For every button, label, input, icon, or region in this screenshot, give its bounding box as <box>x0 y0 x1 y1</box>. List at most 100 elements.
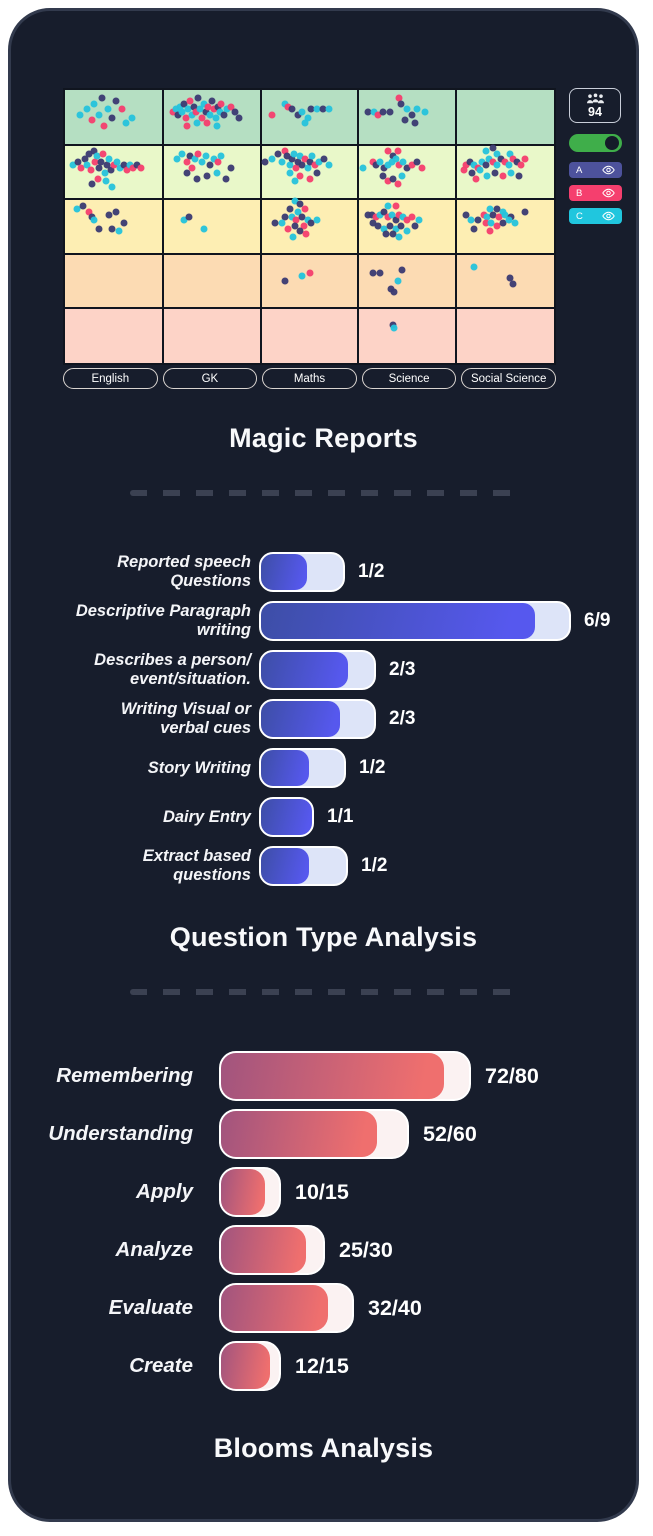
data-point-a <box>306 158 313 166</box>
data-point-c <box>415 216 423 224</box>
data-point-b <box>77 164 85 172</box>
bar-fill <box>261 701 341 737</box>
data-point-b <box>292 216 300 224</box>
bar-row: Analyze 25/30 <box>11 1225 636 1275</box>
data-point-c <box>216 108 224 116</box>
subject-button-social-science[interactable]: Social Science <box>461 368 556 389</box>
data-point-c <box>308 152 316 160</box>
data-point-b <box>300 222 308 230</box>
data-point-b <box>460 166 468 174</box>
data-point-b <box>384 147 392 155</box>
data-point-c <box>421 108 429 116</box>
data-point-c <box>298 272 306 280</box>
dashed-divider <box>129 490 518 496</box>
data-point-b <box>137 164 145 172</box>
bar-value: 1/1 <box>327 806 354 827</box>
data-point-a <box>379 108 387 116</box>
bar-value: 1/2 <box>361 855 388 876</box>
data-point-a <box>108 114 116 122</box>
data-point-c <box>301 119 309 127</box>
data-point-b <box>517 161 525 169</box>
data-point-a <box>462 211 470 219</box>
bar-row: Understanding 52/60 <box>11 1109 636 1159</box>
bar-row: Dairy Entry 1/1 <box>11 797 636 837</box>
data-point-c <box>394 277 402 285</box>
data-point-c <box>296 152 304 160</box>
data-point-b <box>493 222 501 230</box>
data-point-a <box>386 222 394 230</box>
bar-fill <box>221 1053 445 1099</box>
bar-value: 32/40 <box>368 1295 422 1320</box>
data-point-c <box>390 324 398 332</box>
chart-toggle-switch[interactable] <box>569 134 622 152</box>
bar-row: Descriptive Paragraph writing 6/9 <box>11 601 636 641</box>
data-point-a <box>296 200 304 208</box>
people-icon <box>586 93 604 104</box>
grid-line <box>65 143 554 146</box>
data-point-c <box>483 213 491 221</box>
data-point-c <box>69 161 77 169</box>
data-point-b <box>301 155 309 163</box>
data-point-a <box>291 222 299 230</box>
subject-button-gk[interactable]: GK <box>162 368 258 389</box>
data-point-c <box>102 177 110 185</box>
data-point-a <box>389 230 397 238</box>
bar-label: Create <box>129 1354 193 1377</box>
data-point-a <box>313 169 321 177</box>
subject-button-science[interactable]: Science <box>361 368 457 389</box>
data-point-a <box>411 222 419 230</box>
data-point-c <box>122 119 130 127</box>
data-point-c <box>93 152 101 160</box>
subject-button-english[interactable]: English <box>63 368 158 389</box>
data-point-c <box>483 172 491 180</box>
data-point-c <box>90 216 98 224</box>
eye-icon[interactable] <box>602 188 615 198</box>
data-point-c <box>90 100 98 108</box>
data-point-c <box>486 205 494 213</box>
toggle-knob <box>605 136 619 150</box>
bar-track <box>219 1167 281 1217</box>
data-point-c <box>268 155 276 163</box>
data-point-a <box>411 119 419 127</box>
legend-pill-a[interactable]: A <box>569 162 622 178</box>
bar-track <box>219 1225 325 1275</box>
data-point-c <box>395 233 403 241</box>
data-point-c <box>315 158 323 166</box>
eye-icon[interactable] <box>602 211 615 221</box>
data-point-a <box>120 161 128 169</box>
score-band <box>65 199 554 254</box>
bar-track <box>259 601 571 641</box>
data-point-a <box>88 180 96 188</box>
data-point-b <box>395 211 403 219</box>
data-point-a <box>208 97 216 105</box>
bar-track <box>219 1109 409 1159</box>
students-count-badge[interactable]: 94 <box>569 88 621 123</box>
data-point-c <box>298 108 306 116</box>
legend-label: C <box>576 210 583 222</box>
bar-value: 25/30 <box>339 1237 393 1262</box>
data-point-b <box>499 172 507 180</box>
bar-row: Describes a person/ event/situation. 2/3 <box>11 650 636 690</box>
bar-track <box>259 846 348 886</box>
legend-pill-c[interactable]: C <box>569 208 622 224</box>
bar-track <box>219 1341 281 1391</box>
data-point-a <box>112 208 120 216</box>
data-point-c <box>487 219 495 227</box>
data-point-b <box>281 147 289 155</box>
legend-pill-b[interactable]: B <box>569 185 622 201</box>
data-point-b <box>268 111 276 119</box>
data-point-a <box>369 269 377 277</box>
data-point-c <box>116 164 124 172</box>
data-point-a <box>380 208 388 216</box>
subject-button-maths[interactable]: Maths <box>262 368 357 389</box>
data-point-a <box>382 230 390 238</box>
eye-icon[interactable] <box>602 165 615 175</box>
data-point-c <box>128 114 135 122</box>
data-point-b <box>394 180 402 188</box>
bar-value: 2/3 <box>389 659 416 680</box>
bar-row: Extract based questions 1/2 <box>11 846 636 886</box>
data-point-b <box>408 161 416 169</box>
data-point-b <box>204 103 212 111</box>
data-point-a <box>261 158 269 166</box>
